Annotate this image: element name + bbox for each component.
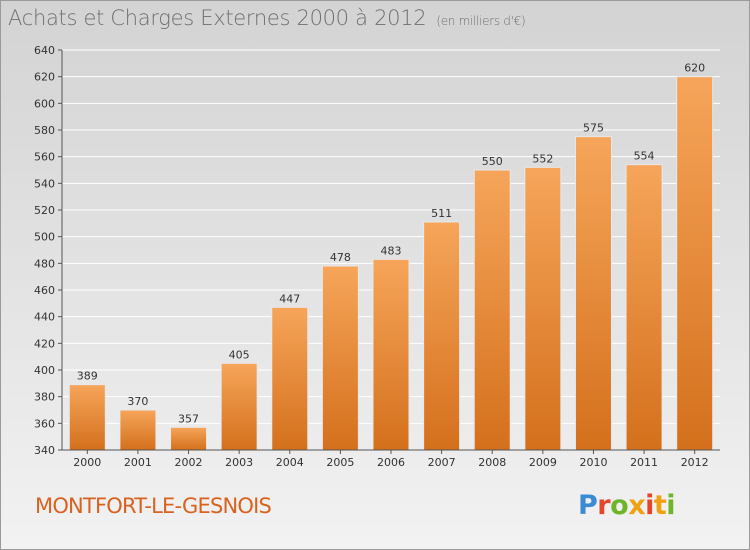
x-tick-label: 2011 [630,456,658,469]
bar [423,221,461,451]
data-label: 389 [77,370,98,383]
bar [574,136,612,451]
y-tick-label: 620 [34,71,55,84]
data-label: 620 [684,62,705,75]
axes [61,50,720,451]
y-tick-label: 400 [34,364,55,377]
y-tick-label: 480 [34,257,55,270]
chart-title-text: Achats et Charges Externes 2000 à 2012 [8,6,427,30]
y-tick-label: 600 [34,97,55,110]
data-label: 550 [482,155,503,168]
x-tick-label: 2005 [326,456,354,469]
bar [676,76,714,451]
y-tick-label: 500 [34,231,55,244]
chart-unit: (en milliers d'€) [436,14,526,28]
y-tick-label: 520 [34,204,55,217]
y-tick-label: 540 [34,177,55,190]
bar [524,166,562,451]
data-label: 483 [381,244,402,257]
bar [372,258,410,451]
x-tick-label: 2007 [428,456,456,469]
y-tick-label: 440 [34,311,55,324]
x-tick-label: 2008 [478,456,506,469]
data-label: 357 [178,412,199,425]
data-label: 478 [330,251,351,264]
bar [119,409,157,451]
commune-name: MONTFORT-LE-GESNOIS [35,494,272,518]
x-axis-ticks: 2000 2001 2002 2003 2004 2005 2006 2007 2008 2009… [73,450,709,469]
x-tick-label: 2004 [276,456,304,469]
y-tick-label: 420 [34,337,55,350]
bar [321,265,359,451]
bar [625,164,663,451]
bars [68,76,714,451]
data-label: 447 [279,292,300,305]
chart-title: Achats et Charges Externes 2000 à 2012 (e… [8,6,526,30]
data-labels: 389 370 357 405 447 478 483 511 550 552 575 554 620 [77,62,705,426]
x-tick-label: 2003 [225,456,253,469]
data-label: 575 [583,122,604,135]
y-tick-label: 460 [34,284,55,297]
bar [473,169,511,451]
bar [68,384,106,451]
proxiti-logo: Proxiti [578,490,676,521]
data-label: 554 [634,150,655,163]
x-tick-label: 2006 [377,456,405,469]
data-label: 511 [431,207,452,220]
y-tick-label: 640 [34,44,55,57]
y-axis-ticks: 340 360 380 400 420 440 460 480 500 520 540 560 580 6… [34,44,62,457]
y-tick-label: 340 [34,444,55,457]
x-tick-label: 2012 [681,456,709,469]
x-tick-label: 2010 [579,456,607,469]
x-tick-label: 2009 [529,456,557,469]
x-tick-label: 2000 [73,456,101,469]
y-tick-label: 360 [34,417,55,430]
bar [220,362,258,451]
y-tick-label: 560 [34,151,55,164]
x-tick-label: 2002 [175,456,203,469]
y-tick-label: 580 [34,124,55,137]
data-label: 405 [229,348,250,361]
bar [271,306,309,451]
x-tick-label: 2001 [124,456,152,469]
y-tick-label: 380 [34,391,55,404]
data-label: 552 [532,152,553,165]
data-label: 370 [127,395,148,408]
bar [170,426,208,451]
